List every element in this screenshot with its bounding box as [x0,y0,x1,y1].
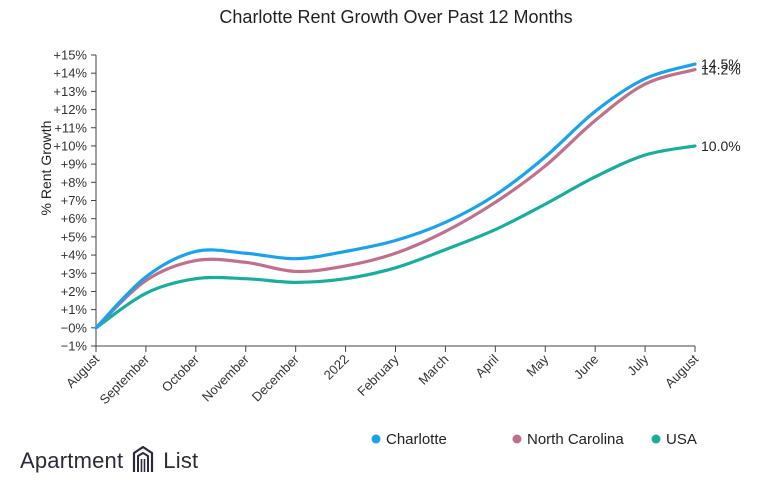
legend-marker-usa [651,434,661,444]
y-tick-label: −1% [61,339,88,354]
series-line-charlotte [94,62,697,330]
y-tick-label: +11% [54,120,87,135]
x-tick-label: October [159,351,203,395]
end-labels: 10.0% 14.2%14.5% [701,56,741,154]
x-tick-label: December [249,351,302,404]
axes [95,55,695,347]
series-line-north-carolina [94,67,697,330]
y-tick-label: +10% [53,138,87,153]
end-label-north-carolina: 14.2% [701,62,741,78]
y-axis-ticks: −1% −0% +1% +2% +3% +4% +5% +6% +7% +8% +9% +10% +11… [53,48,96,354]
x-tick-label: June [571,352,602,383]
end-label-charlotte: 14.5% [701,56,741,72]
x-tick-label: May [523,351,551,379]
y-tick-label: +2% [61,284,88,299]
y-tick-label: +7% [61,193,88,208]
x-tick-label: November [199,351,252,404]
chart-title: Charlotte Rent Growth Over Past 12 Month… [219,7,572,27]
y-tick-label: −0% [61,320,88,335]
legend-marker-north-carolina [512,434,522,444]
y-tick-label: +5% [61,229,88,244]
legend-marker-charlotte [371,434,381,444]
logo-word-right: List [163,448,199,473]
y-tick-label: +3% [61,266,88,281]
x-tick-label: August [63,351,102,390]
y-tick-label: +1% [61,302,88,317]
legend-label-north-carolina: North Carolina [527,431,624,448]
end-label-usa: 10.0% [701,138,741,154]
y-tick-label: +4% [61,248,88,263]
x-tick-label: 2022 [321,352,352,383]
y-axis-title: % Rent Growth [38,121,54,216]
legend: Charlotte North Carolina USA [371,431,697,448]
x-tick-label: September [96,351,152,407]
y-tick-label: +14% [53,66,87,81]
y-tick-label: +13% [53,84,87,99]
y-tick-label: +15% [53,48,87,63]
x-tick-label: February [354,351,402,399]
y-tick-label: +9% [61,157,88,172]
y-tick-label: +12% [53,102,87,117]
x-tick-label: August [662,351,701,390]
x-tick-label: July [624,351,651,378]
apartment-list-logo: Apartment List [20,444,198,478]
legend-label-charlotte: Charlotte [386,431,447,448]
series-line-usa [94,144,697,330]
y-tick-label: +6% [61,211,88,226]
legend-label-usa: USA [666,431,697,448]
logo-word-left: Apartment [20,448,124,473]
y-tick-label: +8% [61,175,88,190]
x-tick-label: April [472,351,501,380]
x-tick-label: March [415,352,451,388]
series-lines [94,62,697,330]
logo-building-icon [131,444,155,479]
